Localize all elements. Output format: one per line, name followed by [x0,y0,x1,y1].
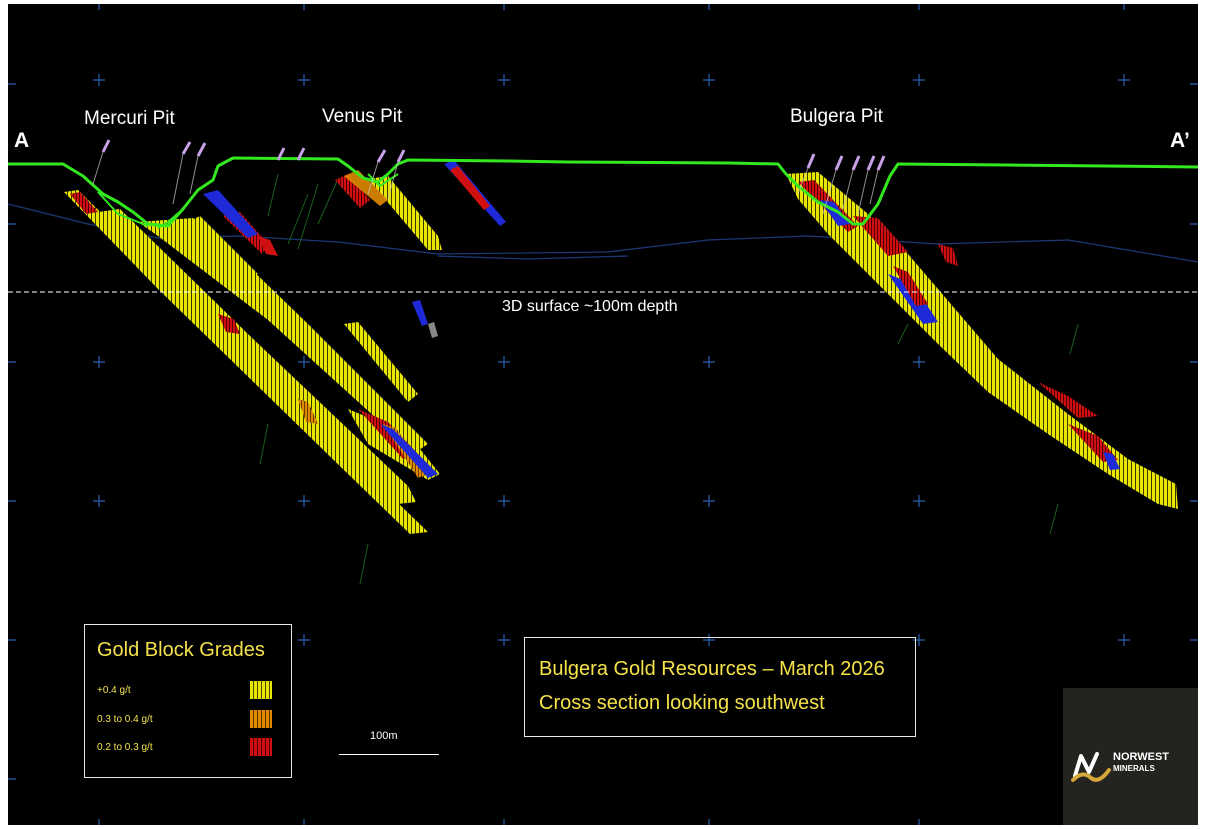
title-box: Bulgera Gold Resources – March 2026 Cros… [524,637,916,737]
ore-lenses-west [64,160,506,534]
legend-swatch-high [250,681,272,699]
scale-bar-label: 100m [370,730,398,742]
norwest-logo-icon [1069,746,1113,786]
pit-label-bulgera: Bulgera Pit [790,106,883,128]
section-start-label: A [14,129,29,153]
pit-label-mercuri: Mercuri Pit [84,108,175,130]
legend-box: Gold Block Grades +0.4 g/t 0.3 to 0.4 g/… [84,624,292,778]
section-end-label: A’ [1170,129,1190,153]
pit-label-venus: Venus Pit [322,106,402,128]
title-line-2: Cross section looking southwest [539,692,825,715]
scale-bar [339,754,439,755]
title-line-1: Bulgera Gold Resources – March 2026 [539,658,885,681]
drillhole-traces [260,174,1078,584]
legend-label-medium: 0.3 to 0.4 g/t [97,714,153,725]
ore-body-bulgera [786,172,1178,509]
logo-name: NORWEST [1113,751,1169,763]
logo-panel: NORWEST MINERALS [1063,688,1198,825]
legend-swatch-low [250,738,272,756]
topography-surface [8,158,1198,228]
surface-depth-label: 3D surface ~100m depth [502,298,678,316]
legend-title: Gold Block Grades [97,639,265,662]
logo-subname: MINERALS [1113,764,1155,773]
cross-section-canvas: A A’ Mercuri Pit Venus Pit Bulgera Pit 3… [8,4,1198,825]
legend-label-low: 0.2 to 0.3 g/t [97,742,153,753]
legend-label-high: +0.4 g/t [97,685,131,696]
legend-swatch-medium [250,710,272,728]
